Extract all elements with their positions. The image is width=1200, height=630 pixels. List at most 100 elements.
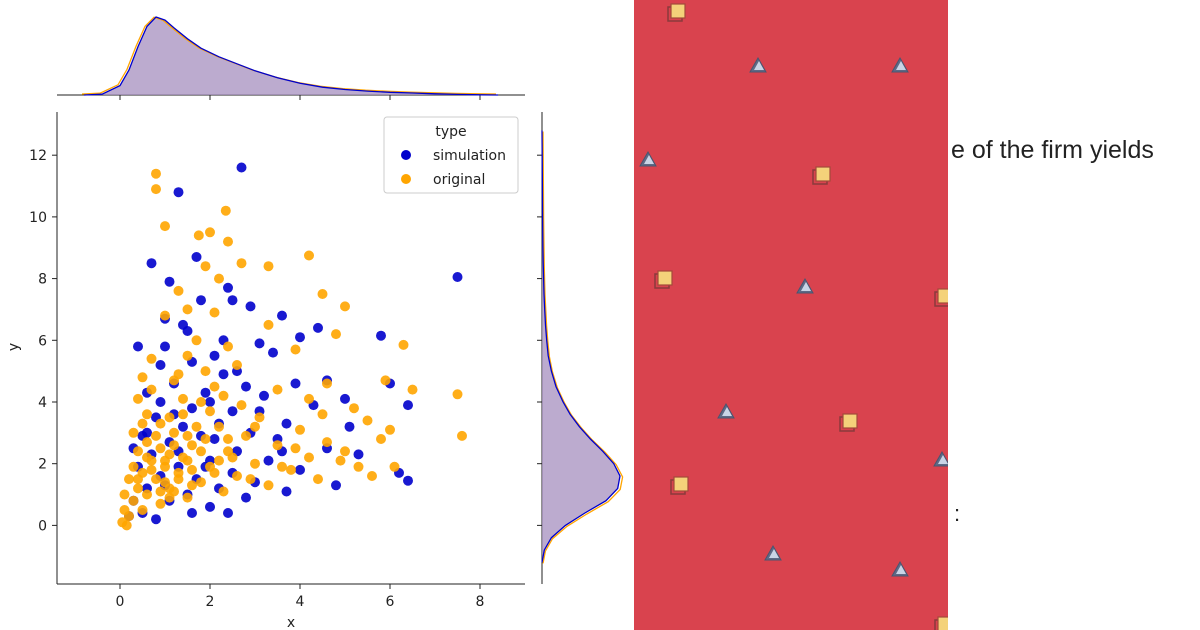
x-tick-label: 8 (476, 594, 485, 610)
scatter-point-original (263, 480, 274, 491)
scatter-point-original (151, 168, 161, 179)
scatter-point-original (380, 375, 391, 386)
scatter-point-original (142, 489, 152, 500)
right-kde-area (542, 130, 620, 563)
scatter-point-simulation (331, 480, 341, 491)
triangle-highlight-shape (896, 565, 906, 574)
top-marginal-kde (57, 16, 525, 100)
scatter-point-original (295, 424, 305, 435)
triangle-highlight-shape (896, 61, 906, 70)
scatter-point-original (193, 230, 204, 241)
y-tick-label: 12 (29, 148, 47, 164)
scatter-point-original (133, 393, 143, 404)
scatter-point-original (367, 471, 377, 481)
scatter-point-original (155, 418, 166, 429)
scatter-point-original (322, 378, 332, 389)
scatter-point-original (376, 434, 386, 444)
scatter-point-original (187, 440, 197, 451)
scatter-point-simulation (268, 347, 278, 358)
scatter-points (117, 162, 467, 531)
scatter-point-original (353, 461, 364, 472)
scatter-point-original (209, 381, 220, 392)
scatter-point-original (340, 446, 350, 457)
scatter-point-simulation (353, 449, 364, 460)
scatter-point-simulation (191, 252, 202, 262)
scatter-point-original (245, 474, 256, 485)
scatter-point-original (155, 498, 166, 509)
scatter-point-original (218, 486, 229, 497)
scatter-point-original (304, 452, 314, 463)
scatter-point-original (169, 440, 179, 451)
y-tick-label: 4 (38, 395, 47, 411)
scatter-point-simulation (236, 162, 247, 173)
scatter-point-original (182, 350, 193, 361)
y-tick-label: 8 (38, 272, 47, 288)
scatter-point-simulation (259, 390, 269, 401)
scatter-point-original (196, 477, 206, 488)
scatter-point-original (187, 464, 197, 475)
scatter-point-original (146, 384, 157, 395)
scatter-point-original (290, 344, 301, 355)
scatter-point-original (164, 492, 175, 503)
scatter-point-original (200, 261, 211, 272)
legend-label-original: original (433, 172, 485, 188)
scatter-point-original (173, 369, 184, 380)
scatter-point-original (128, 495, 139, 506)
top-kde-line-simulation (83, 16, 499, 96)
triangle-highlight-shape (722, 407, 732, 416)
triangle-highlight-shape (769, 549, 779, 558)
scatter-point-original (322, 437, 332, 448)
scatter-point-original (223, 341, 233, 352)
scatter-point-simulation (151, 514, 161, 525)
scatter-point-original (304, 250, 314, 261)
scatter-point-simulation (205, 501, 215, 512)
scatter-point-simulation (155, 397, 166, 407)
scatter-point-original (277, 461, 287, 472)
legend-marker-simulation (401, 150, 411, 160)
scatter-point-original (142, 437, 152, 448)
scatter-point-original (214, 421, 224, 432)
scatter-point-simulation (295, 464, 305, 475)
scatter-point-original (254, 412, 265, 423)
scatter-point-simulation (227, 406, 238, 417)
scatter-point-original (407, 384, 418, 395)
scatter-point-original (124, 511, 134, 522)
triangle-highlight-shape (644, 155, 654, 164)
scatter-point-original (160, 477, 170, 488)
scatter-point-original (178, 393, 188, 404)
scatter-point-simulation (344, 421, 355, 432)
y-axis-label: y (6, 343, 22, 351)
scatter-point-original (331, 329, 341, 340)
top-kde-area (84, 17, 498, 95)
scatter-point-original (272, 440, 283, 451)
scatter-point-simulation (218, 369, 229, 380)
triangle-highlight-shape (938, 455, 948, 464)
scatter-point-original (205, 227, 215, 238)
scatter-point-simulation (277, 310, 287, 321)
scatter-point-original (209, 467, 220, 478)
scatter-point-simulation (187, 508, 197, 518)
scatter-point-simulation (452, 272, 463, 282)
scatter-point-original (250, 421, 260, 432)
scatter-point-original (232, 471, 242, 481)
scatter-point-simulation (205, 397, 215, 407)
scatter-point-original (250, 458, 260, 469)
scatter-point-original (272, 384, 283, 395)
triangle-highlight-shape (754, 61, 764, 70)
scatter-point-original (200, 434, 211, 444)
scatter-point-original (191, 421, 202, 432)
scatter-point-original (263, 261, 274, 272)
scatter-point-original (160, 221, 170, 232)
yellow-square-shape (670, 3, 686, 19)
scatter-point-original (169, 427, 179, 438)
scatter-point-simulation (209, 350, 220, 361)
scatter-point-original (241, 430, 251, 441)
scatter-point-original (128, 427, 139, 438)
scatter-point-simulation (200, 387, 211, 398)
scatter-point-original (121, 520, 132, 531)
scatter-point-original (313, 474, 323, 485)
scatter-point-original (187, 480, 197, 491)
legend-title: type (435, 124, 466, 140)
scatter-point-original (200, 366, 211, 377)
